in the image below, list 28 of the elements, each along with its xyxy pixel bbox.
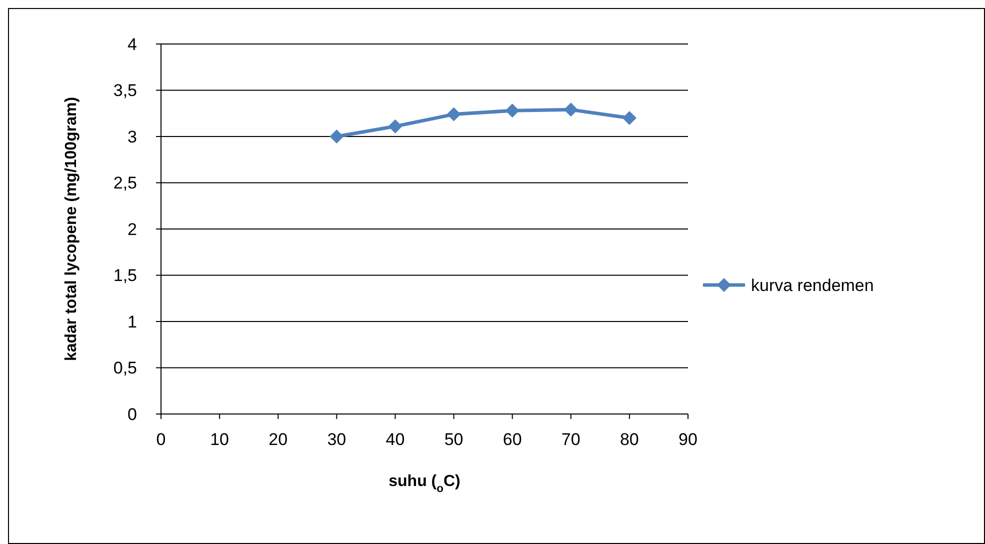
x-tick-label: 0 (156, 430, 166, 449)
x-tick-label: 50 (444, 430, 464, 449)
point (330, 130, 344, 144)
x-axis-title: suhu ($_{o}$C) (388, 473, 460, 495)
y-tick-label: 0,5 (113, 358, 137, 378)
x-tick-label: 90 (678, 430, 698, 449)
x-tick-label: 40 (386, 430, 405, 449)
y-tick-label: 3 (128, 127, 137, 146)
y-axis-title: kadar total lycopene (mg/100gram) (63, 96, 80, 362)
point (564, 102, 578, 117)
y-tick-label: 4 (128, 34, 137, 54)
x-tick-label: 10 (210, 430, 230, 449)
x-tick-label: 80 (620, 430, 639, 449)
point (446, 107, 461, 122)
x-tick-label: 70 (561, 430, 580, 449)
y-tick-label: 1,5 (113, 266, 137, 286)
y-tick-label: 3,5 (113, 81, 137, 100)
y-tick-label: 2 (128, 220, 137, 239)
point (505, 104, 520, 118)
y-tick-label: 1 (128, 312, 137, 332)
x-tick-label: 20 (268, 430, 288, 449)
x-tick-label: 60 (502, 430, 522, 449)
y-tick-label: 0 (128, 404, 137, 424)
point (388, 119, 402, 134)
legend-label: kurva rendemen (751, 276, 874, 295)
x-tick-label: 30 (327, 430, 346, 449)
y-tick-label: 2,5 (113, 174, 137, 193)
point (622, 111, 636, 125)
